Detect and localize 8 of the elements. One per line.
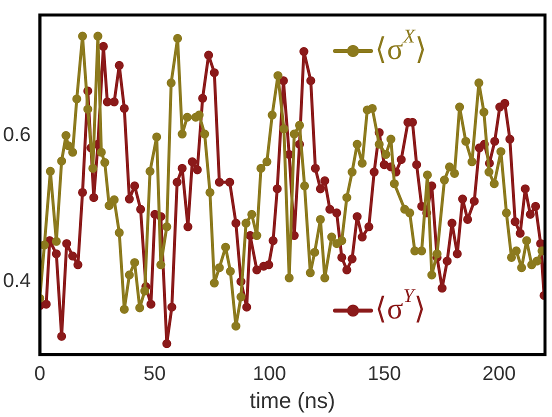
x-tick-label: 50 <box>143 363 166 386</box>
y-tick-label: 0.4 <box>2 270 31 292</box>
x-tick-label: 150 <box>368 363 401 386</box>
y-tick-label: 0.6 <box>2 124 31 146</box>
x-tick-label: 200 <box>482 363 516 386</box>
x-axis-title: time (ns) <box>250 388 336 413</box>
x-tick-label: 0 <box>34 363 46 386</box>
x-tick-label: 100 <box>252 363 286 386</box>
